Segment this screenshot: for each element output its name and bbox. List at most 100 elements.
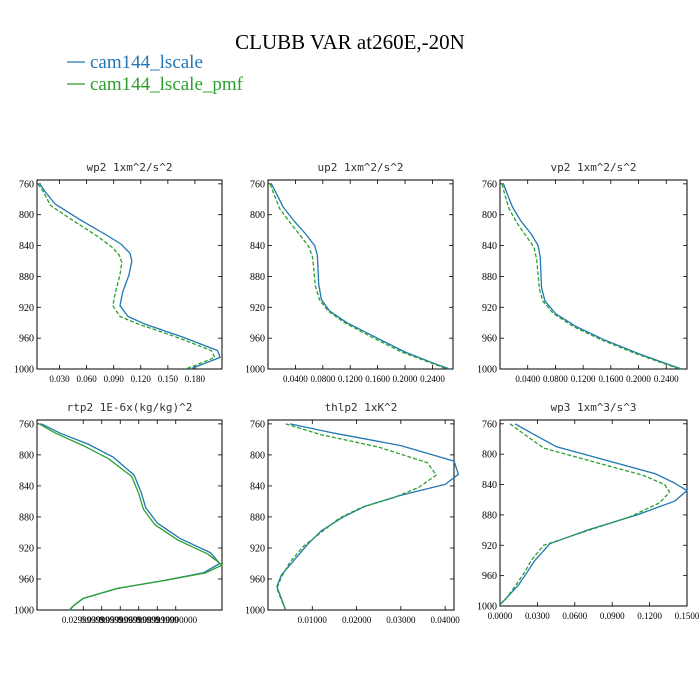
y-tick-label: 760 — [250, 179, 265, 190]
panel-2: up2 1xm^2/s^2 760 800 840 880 920 960 1000 0.040… — [245, 161, 454, 384]
series-line-lscale-pmf — [38, 423, 223, 611]
y-tick-label: 960 — [482, 334, 497, 345]
y-tick-label: 960 — [19, 574, 34, 585]
series-line-lscale — [499, 423, 688, 605]
y-tick-label: 1000 — [14, 365, 34, 376]
y-tick-label: 920 — [482, 303, 497, 314]
y-tick-label: 800 — [19, 450, 34, 461]
y-tick-label: 1000 — [14, 606, 34, 617]
panel-4: rtp2 1E-6x(kg/kg)^2 760 800 840 880 920 960 100… — [14, 401, 223, 625]
y-tick-label: 880 — [19, 512, 34, 523]
x-tick-label: 0.05999999 — [99, 615, 142, 625]
x-tick-label: 0.04000 — [431, 615, 461, 625]
y-tick-label: 960 — [250, 334, 265, 345]
panel-5: thlp2 1xK^2 760 800 840 880 920 960 1000 0.01000… — [245, 401, 460, 625]
y-tick-label: 840 — [19, 241, 34, 252]
x-tick-label: 0.02999999 — [62, 615, 105, 625]
panel-frame — [267, 179, 454, 370]
y-tick-label: 760 — [482, 179, 497, 190]
legend: cam144_lscale cam144_lscale_pmf — [67, 52, 244, 95]
y-tick-label: 800 — [482, 210, 497, 221]
panel-frame — [267, 419, 455, 611]
y-tick-label: 960 — [250, 574, 265, 585]
x-tick-label: 0.0000 — [488, 611, 513, 621]
y-tick-label: 800 — [482, 450, 497, 461]
legend-label-lscale-pmf: cam144_lscale_pmf — [90, 74, 244, 95]
y-tick-label: 880 — [482, 510, 497, 521]
panel-title: up2 1xm^2/s^2 — [317, 161, 403, 174]
x-tick-label: 0.0300 — [525, 611, 550, 621]
y-tick-label: 880 — [250, 272, 265, 283]
panel-1: wp2 1xm^2/s^2 760 800 840 880 920 960 1000 0.030… — [14, 161, 223, 384]
y-tick-label: 800 — [19, 210, 34, 221]
legend-label-lscale: cam144_lscale — [90, 52, 203, 73]
series-line-lscale-pmf — [499, 423, 671, 605]
panel-title: thlp2 1xK^2 — [325, 401, 398, 414]
y-tick-label: 760 — [250, 419, 265, 430]
y-tick-label: 840 — [250, 481, 265, 492]
series-line-lscale — [276, 423, 460, 611]
panel-frame — [499, 419, 688, 607]
x-tick-label: 0.1600 — [598, 374, 623, 384]
y-tick-label: 960 — [482, 571, 497, 582]
panel-frame — [36, 419, 223, 611]
x-tick-label: 0.030 — [49, 374, 70, 384]
x-tick-label: 0.1600 — [365, 374, 390, 384]
panel-frame — [36, 179, 223, 370]
figure-title: CLUBB VAR at260E,-20N — [235, 30, 465, 54]
x-tick-label: 0.03000 — [386, 615, 416, 625]
x-tick-label: 0.01000 — [298, 615, 328, 625]
x-tick-label: 0.0400 — [283, 374, 308, 384]
series-line-lscale — [39, 183, 221, 370]
y-tick-label: 880 — [250, 512, 265, 523]
x-tick-label: 0.150 — [158, 374, 179, 384]
panel-title: rtp2 1E-6x(kg/kg)^2 — [67, 401, 193, 414]
x-tick-label: 0.120 — [131, 374, 152, 384]
series-line-lscale-pmf — [269, 183, 448, 370]
x-tick-label: 0.060 — [77, 374, 98, 384]
x-tick-label: 0.1500 — [675, 611, 700, 621]
series-line-lscale-pmf — [276, 423, 437, 611]
y-tick-label: 800 — [250, 210, 265, 221]
y-tick-label: 920 — [19, 303, 34, 314]
panel-title: wp2 1xm^2/s^2 — [86, 161, 172, 174]
x-tick-label: 0.02000 — [342, 615, 372, 625]
x-tick-label: 0.03999999 — [80, 615, 123, 625]
y-tick-label: 1000 — [477, 602, 497, 613]
x-tick-label: 0.06999999 — [117, 615, 160, 625]
x-tick-label: 0.1200 — [338, 374, 363, 384]
series-line-lscale — [41, 423, 221, 611]
y-tick-label: 760 — [19, 179, 34, 190]
series-line-lscale-pmf — [501, 183, 681, 370]
y-tick-label: 880 — [482, 272, 497, 283]
y-tick-label: 960 — [19, 334, 34, 345]
x-tick-label: 0.2000 — [626, 374, 651, 384]
x-tick-label: 0.1200 — [571, 374, 596, 384]
x-tick-label: 0.10000000 — [154, 615, 197, 625]
x-tick-label: 0.2400 — [420, 374, 445, 384]
x-tick-label: 0.2000 — [393, 374, 418, 384]
panel-3: vp2 1xm^2/s^2 760 800 840 880 920 960 1000 0.040… — [477, 161, 688, 384]
series-line-lscale-pmf — [37, 183, 216, 370]
x-tick-label: 0.0800 — [543, 374, 568, 384]
panels: wp2 1xm^2/s^2 760 800 840 880 920 960 1000 0.030… — [14, 161, 700, 625]
y-tick-label: 920 — [482, 541, 497, 552]
y-tick-label: 840 — [482, 241, 497, 252]
y-tick-label: 920 — [250, 543, 265, 554]
y-tick-label: 880 — [19, 272, 34, 283]
x-tick-label: 0.08999999 — [136, 615, 179, 625]
y-tick-label: 760 — [482, 419, 497, 430]
y-tick-label: 840 — [250, 241, 265, 252]
series-line-lscale — [502, 183, 682, 370]
x-tick-label: 0.0400 — [515, 374, 540, 384]
x-tick-label: 0.180 — [185, 374, 206, 384]
y-tick-label: 920 — [250, 303, 265, 314]
panel-frame — [499, 179, 688, 370]
y-tick-label: 920 — [19, 543, 34, 554]
y-tick-label: 840 — [482, 480, 497, 491]
x-tick-label: 0.0800 — [310, 374, 335, 384]
x-tick-label: 0.0600 — [562, 611, 587, 621]
y-tick-label: 800 — [250, 450, 265, 461]
x-tick-label: 0.0900 — [600, 611, 625, 621]
